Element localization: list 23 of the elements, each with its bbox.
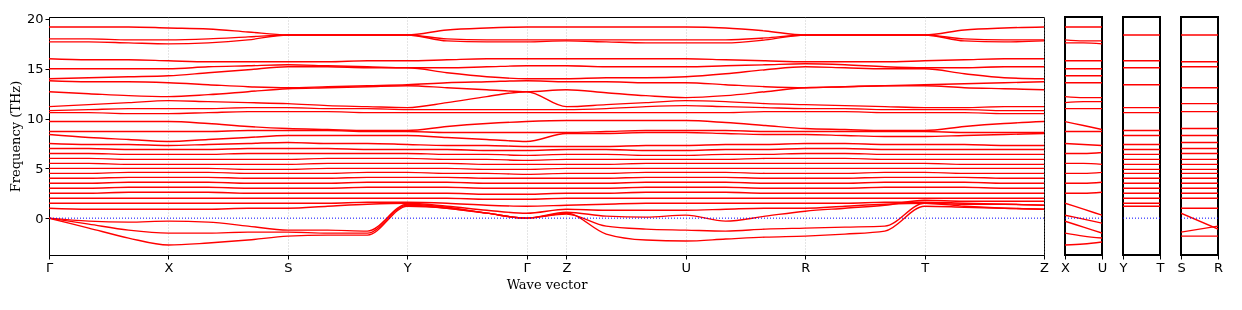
x-tick-label: T: [1155, 259, 1165, 275]
x-tick-label: Γ: [45, 259, 54, 275]
x-tick-label: R: [1213, 259, 1224, 275]
y-axis-title: Frequency (THz): [7, 80, 23, 193]
x-tick-label: X: [1061, 259, 1071, 275]
x-tick-label: X: [164, 259, 174, 275]
x-tick-label: U: [681, 259, 692, 275]
y-tick-label: 0: [35, 210, 44, 226]
x-axis-title: Wave vector: [506, 276, 589, 292]
x-tick-label: R: [801, 259, 811, 275]
x-tick-label: T: [920, 259, 930, 275]
x-tick-label: Z: [1040, 259, 1050, 275]
x-tick-label: U: [1097, 259, 1108, 275]
x-tick-label: Z: [562, 259, 572, 275]
y-tick-label: 5: [35, 160, 44, 176]
y-tick-label: 10: [26, 111, 44, 127]
y-tick-label: 20: [26, 11, 44, 27]
x-tick-label: S: [1177, 259, 1186, 275]
x-tick-label: S: [284, 259, 293, 275]
x-tick-label: Γ: [523, 259, 532, 275]
y-tick-label: 15: [26, 61, 44, 77]
x-tick-label: Y: [402, 259, 412, 275]
x-tick-label: Y: [1118, 259, 1128, 275]
